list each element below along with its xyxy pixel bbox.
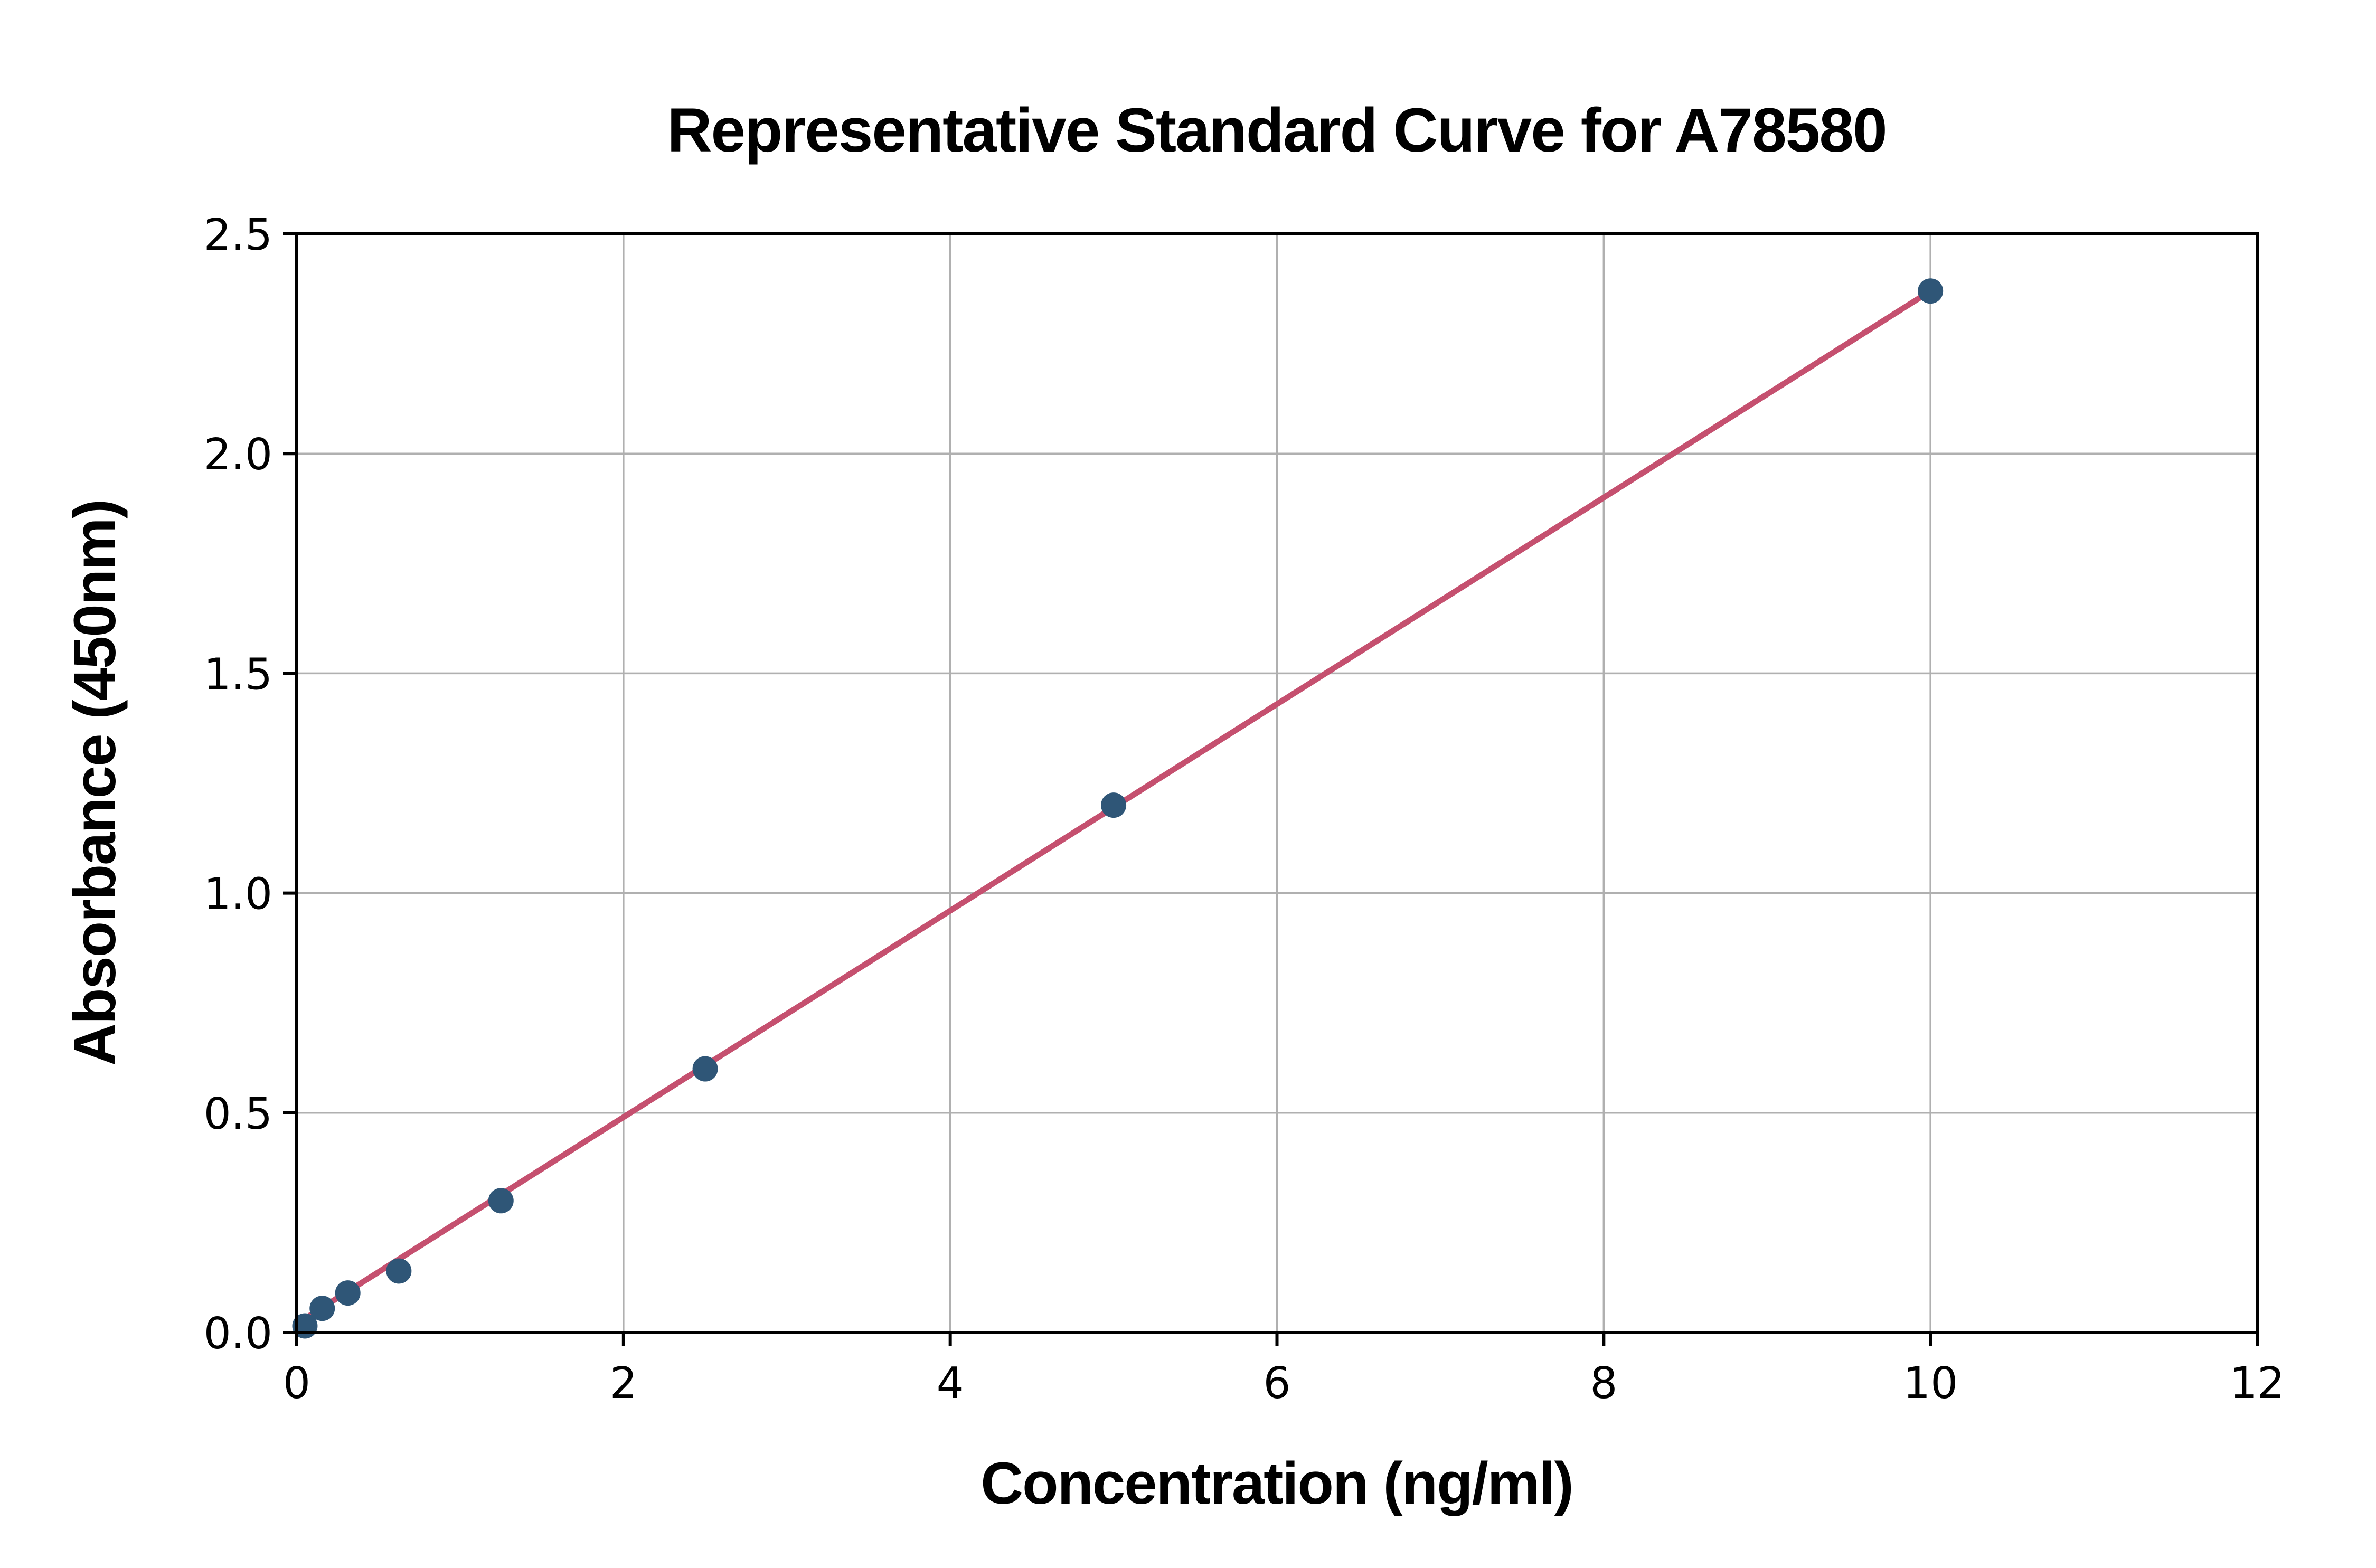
data-point xyxy=(335,1280,361,1306)
y-tick-label: 2.0 xyxy=(204,430,272,480)
y-tick-label: 0.0 xyxy=(204,1309,272,1359)
y-tick-label: 2.5 xyxy=(204,210,272,260)
tick-marks-layer xyxy=(283,232,2259,1346)
data-point xyxy=(692,1056,718,1082)
x-tick-label: 0 xyxy=(283,1358,310,1409)
data-points-layer xyxy=(292,278,1944,1339)
x-tick-label: 6 xyxy=(1263,1358,1290,1409)
x-tick-label: 10 xyxy=(1903,1358,1958,1409)
chart-title: Representative Standard Curve for A78580 xyxy=(667,96,1886,165)
x-tick-label: 2 xyxy=(610,1358,637,1409)
x-tick-label: 4 xyxy=(937,1358,964,1409)
data-point xyxy=(1918,278,1944,304)
data-point xyxy=(488,1188,514,1214)
data-point xyxy=(309,1296,335,1321)
x-axis-label: Concentration (ng/ml) xyxy=(980,1450,1572,1516)
y-axis-label: Absorbance (450nm) xyxy=(62,500,128,1066)
gridlines xyxy=(296,233,2258,1334)
y-tick-label: 1.5 xyxy=(204,649,272,700)
y-tick-label: 1.0 xyxy=(204,870,272,920)
data-point xyxy=(386,1258,412,1284)
tick-labels-layer: 0 2 4 6 8 10 12 0.0 0.5 1.0 1.5 2.0 2.5 xyxy=(204,210,2285,1409)
x-tick-label: 8 xyxy=(1590,1358,1617,1409)
x-tick-label: 12 xyxy=(2230,1358,2285,1409)
y-tick-label: 0.5 xyxy=(204,1089,272,1139)
data-point xyxy=(1101,792,1127,818)
